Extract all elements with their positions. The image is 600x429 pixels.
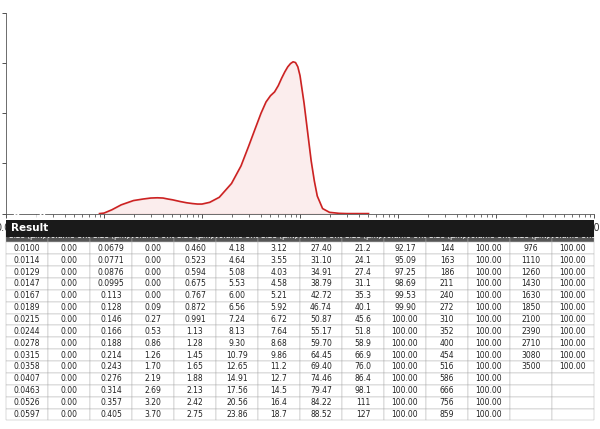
Text: Result: Result bbox=[12, 213, 47, 223]
Text: Result: Result bbox=[11, 224, 48, 233]
FancyBboxPatch shape bbox=[6, 220, 594, 237]
X-axis label: Size Classes(μm): Size Classes(μm) bbox=[253, 238, 347, 248]
